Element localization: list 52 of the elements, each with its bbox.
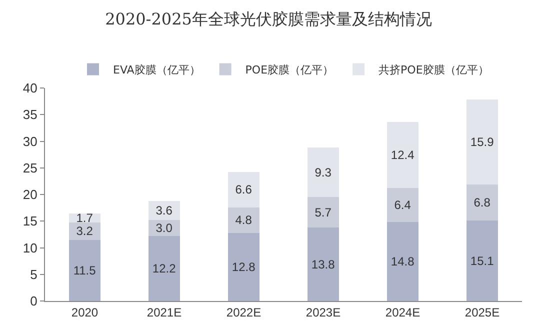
data-label: 12.4 <box>390 148 415 162</box>
x-tick-label: 2023E <box>306 305 341 320</box>
bar <box>228 207 260 233</box>
chart-title: 2020-2025年全球光伏胶膜需求量及结构情况 <box>105 10 432 29</box>
data-label: 6.4 <box>394 198 412 212</box>
y-tick-label: 30 <box>22 134 38 149</box>
data-label: 15.9 <box>470 135 494 150</box>
y-tick-label: 10 <box>22 240 38 256</box>
bar <box>228 232 260 301</box>
data-label: 14.8 <box>390 254 415 269</box>
bar <box>386 188 419 222</box>
bar <box>228 172 260 208</box>
bar <box>307 228 340 301</box>
data-label: 12.2 <box>152 262 176 276</box>
data-label: 6.8 <box>474 195 491 210</box>
bar <box>68 240 101 301</box>
bar <box>307 197 340 228</box>
bar <box>466 220 498 301</box>
x-tick-label: 2024E <box>385 305 420 320</box>
y-tick-label: 15 <box>22 214 38 229</box>
y-tick-label: 40 <box>22 80 38 96</box>
legend-label: 共挤POE胶膜（亿平） <box>378 64 489 77</box>
bar <box>386 122 419 188</box>
data-label: 3.2 <box>76 224 94 238</box>
y-tick-label: 25 <box>22 160 38 176</box>
x-tick-label: 2025E <box>464 305 500 320</box>
y-tick-label: 5 <box>30 266 38 282</box>
x-tick-label: 2022E <box>226 305 262 320</box>
data-label: 3.6 <box>156 203 173 218</box>
data-label: 12.8 <box>232 260 256 274</box>
data-label: 6.6 <box>235 182 252 197</box>
data-label: 3.0 <box>156 221 173 236</box>
bar <box>386 222 419 301</box>
data-label: 5.7 <box>314 205 332 220</box>
bar <box>148 236 180 301</box>
y-tick-label: 35 <box>22 107 38 122</box>
bar <box>466 184 498 221</box>
bar <box>68 222 101 240</box>
bar <box>307 148 340 198</box>
data-label: 4.8 <box>235 213 252 228</box>
y-tick-label: 20 <box>22 187 38 202</box>
data-label: 9.3 <box>314 165 332 180</box>
data-label: 15.1 <box>470 254 494 268</box>
data-label: 13.8 <box>311 257 336 272</box>
legend-label: EVA胶膜（亿平） <box>113 64 200 77</box>
data-label: 1.7 <box>76 211 94 226</box>
x-tick-label: 2021E <box>146 305 182 320</box>
y-tick-label: 0 <box>30 294 38 309</box>
x-tick-label: 2020 <box>71 305 98 320</box>
bar <box>466 100 498 184</box>
data-label: 11.5 <box>73 263 96 278</box>
legend-label: POE胶膜（亿平） <box>245 64 334 77</box>
